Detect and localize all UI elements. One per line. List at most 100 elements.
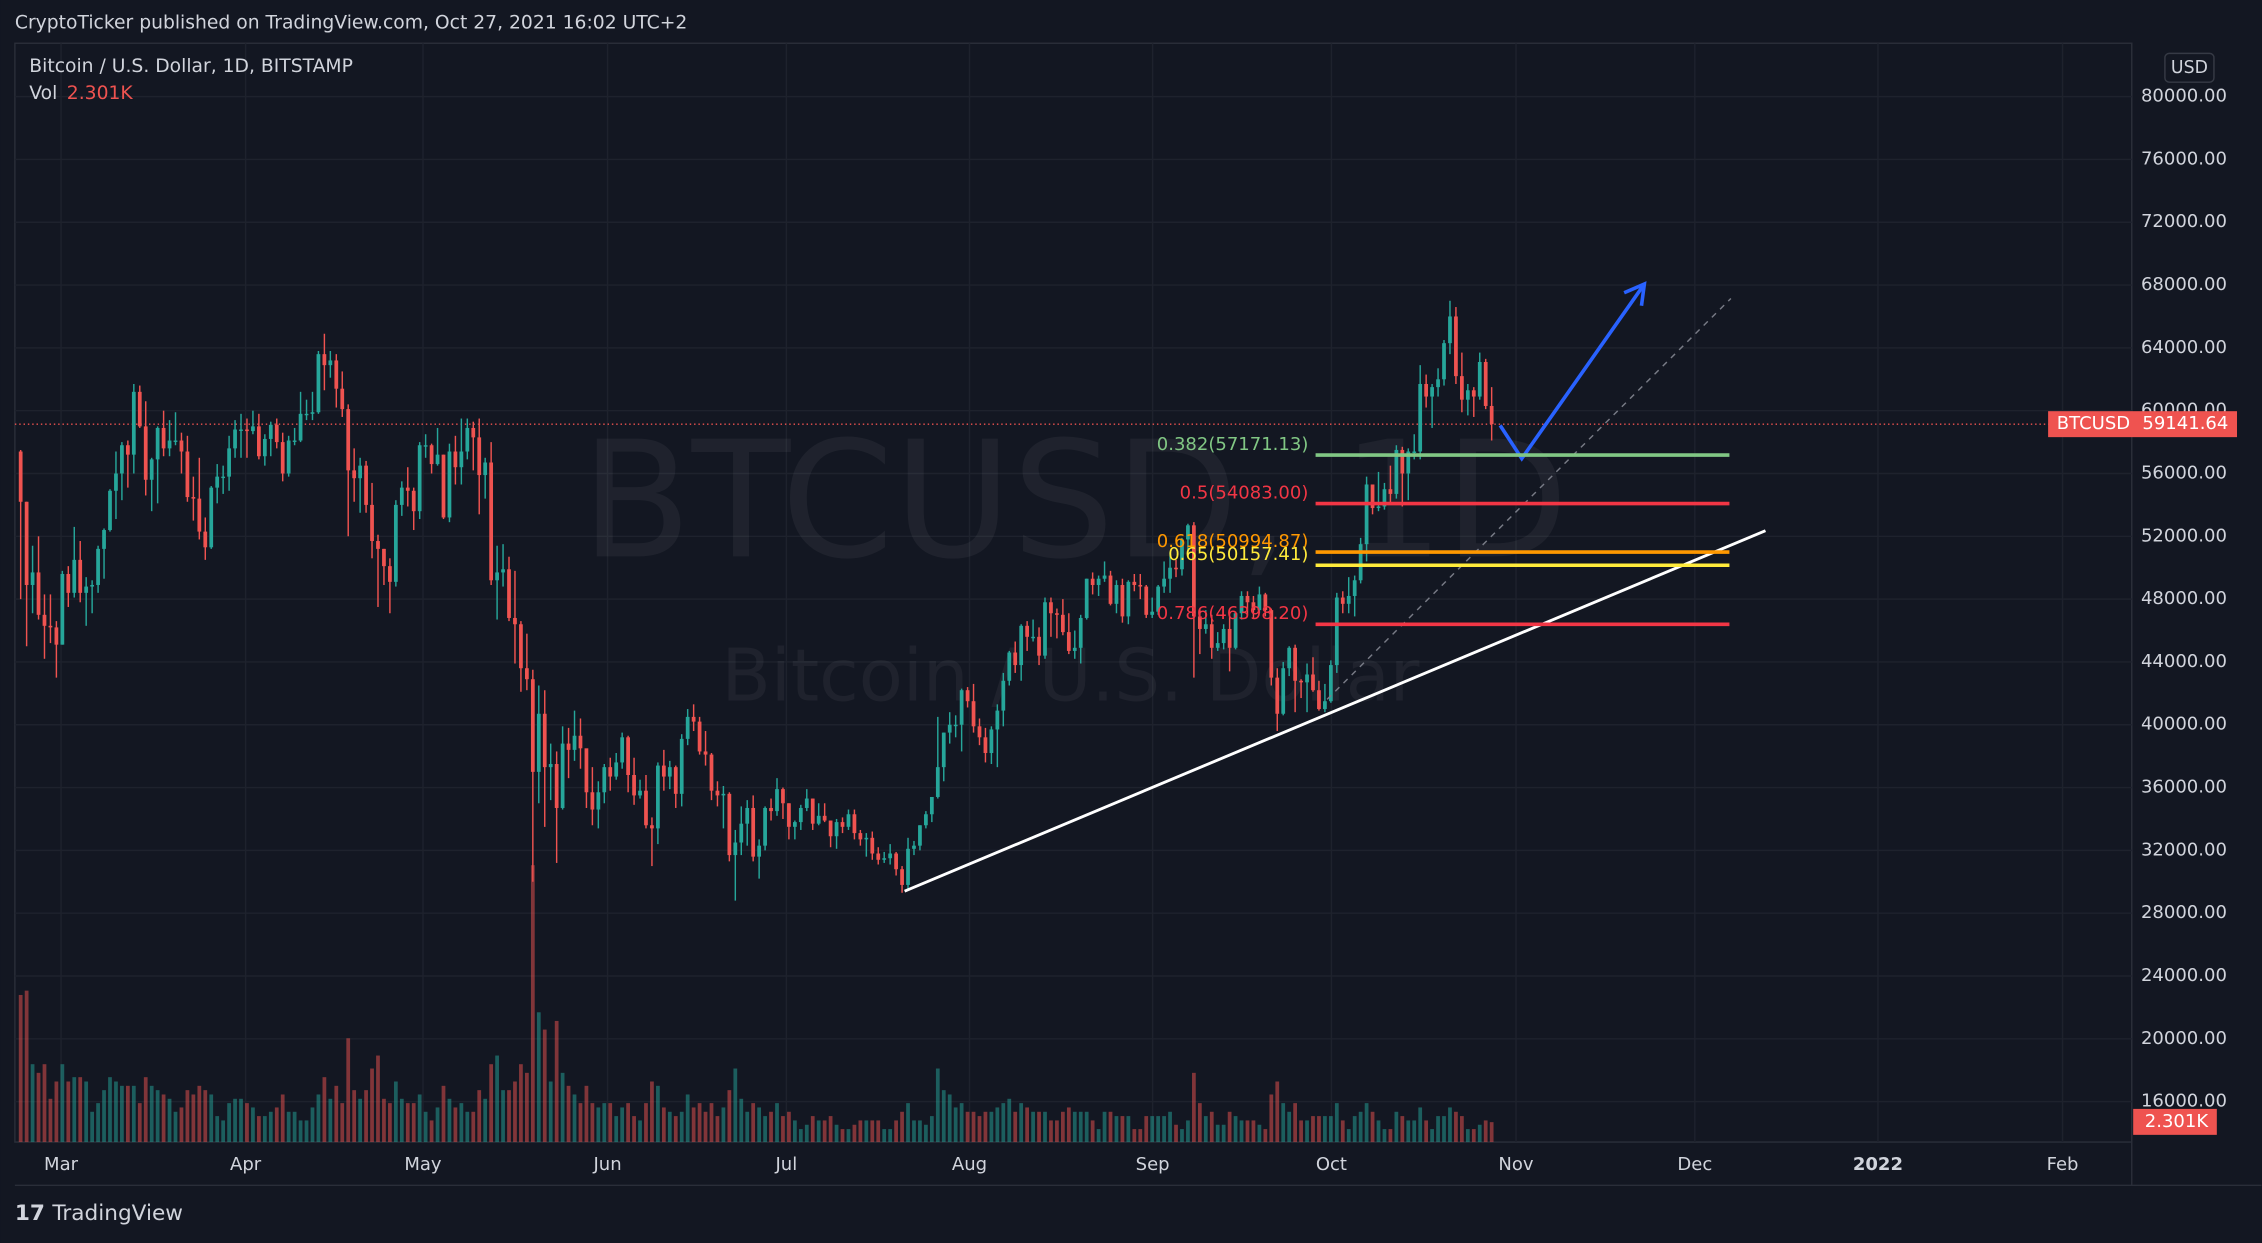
currency-box[interactable]: [2164, 52, 2215, 83]
candle-body: [1436, 379, 1440, 388]
candle-body: [644, 790, 648, 826]
candle-body: [1465, 390, 1470, 400]
candle-body: [173, 440, 178, 442]
volume-bar: [1400, 1116, 1405, 1143]
candle-body: [257, 426, 261, 457]
volume-bar: [763, 1116, 767, 1143]
volume-bar: [393, 1081, 398, 1143]
volume-bar: [483, 1098, 488, 1143]
candle-body: [393, 504, 398, 582]
candle-body: [447, 451, 452, 518]
candle-body: [679, 738, 684, 794]
volume-bar: [441, 1085, 446, 1143]
volume-bar: [590, 1103, 595, 1143]
volume-bar: [644, 1103, 648, 1143]
y-tick-label: 48000.00: [2141, 588, 2227, 609]
volume-bar: [1197, 1103, 1202, 1143]
volume-bar: [1209, 1111, 1214, 1143]
candle-body: [691, 716, 696, 722]
volume-bar: [632, 1116, 636, 1143]
candle-body: [114, 473, 118, 491]
volume-bar: [888, 1129, 893, 1143]
candle-body: [1156, 586, 1161, 612]
candle-body: [1162, 578, 1166, 587]
volume-bar: [1442, 1116, 1446, 1143]
candle-body: [233, 429, 237, 449]
currency-label[interactable]: USD: [2171, 58, 2208, 78]
y-tick-label: 32000.00: [2141, 839, 2227, 860]
volume-bar: [906, 1103, 910, 1143]
volume-bar: [96, 1103, 100, 1143]
candle-body: [310, 412, 315, 414]
volume-bar: [822, 1120, 827, 1143]
volume-bar: [90, 1111, 95, 1143]
candle-body: [143, 426, 148, 480]
volume-bar: [745, 1111, 750, 1143]
candle-body: [203, 531, 208, 548]
candle-body: [882, 858, 887, 860]
candle-body: [1460, 376, 1464, 400]
volume-bar: [179, 1107, 184, 1143]
volume-bar: [370, 1068, 374, 1143]
candle-body: [1376, 506, 1381, 509]
candle-body: [1323, 701, 1327, 710]
candle-body: [1275, 677, 1280, 714]
price-axis: 16000.00 20000.00 24000.00 28000.00 32000.00…: [2141, 86, 2227, 1112]
volume-bar: [1126, 1116, 1131, 1143]
price-tags: BTCUSD 59141.64 2.301K: [2048, 411, 2238, 1135]
volume-bar: [912, 1120, 916, 1143]
volume-bar: [42, 1064, 47, 1143]
candle-body: [268, 424, 273, 439]
volume-bar: [1078, 1111, 1083, 1143]
candle-body: [1328, 665, 1333, 702]
candle-body: [1442, 343, 1446, 380]
candle-body: [507, 569, 511, 618]
candle-body: [1072, 647, 1077, 651]
volume-bar: [1293, 1103, 1298, 1143]
candle-body: [1370, 484, 1375, 509]
volume-bar: [382, 1098, 386, 1143]
volume-bar: [197, 1085, 202, 1143]
volume-bar: [1060, 1111, 1065, 1143]
candle-body: [995, 710, 1000, 730]
volume-tag-value: 2.301K: [2145, 1111, 2210, 1132]
volume-bar: [620, 1107, 625, 1143]
volume-bar: [638, 1120, 642, 1143]
volume-bar: [209, 1094, 214, 1143]
volume-bar: [501, 1090, 505, 1143]
volume-bar: [572, 1094, 577, 1143]
volume-bar: [1364, 1103, 1369, 1143]
candle-body: [72, 559, 77, 593]
candle-body: [239, 429, 243, 431]
candle-body: [131, 391, 136, 455]
volume-bar: [1311, 1116, 1315, 1143]
volume-bar: [679, 1111, 684, 1143]
candle-body: [66, 573, 71, 593]
legend-title: Bitcoin / U.S. Dollar, 1D, BITSTAMP: [29, 56, 353, 77]
volume-bar: [1477, 1124, 1482, 1143]
grid: [14, 43, 2132, 1143]
volume-bar: [239, 1098, 243, 1143]
volume-bar: [1424, 1120, 1429, 1143]
volume-bar: [36, 1072, 41, 1143]
candle-body: [1055, 613, 1059, 615]
candle-body: [536, 713, 541, 772]
candle-body: [483, 462, 488, 476]
candle-body: [703, 751, 708, 755]
candle-body: [900, 869, 904, 885]
candle-body: [888, 853, 893, 859]
volume-bar: [1251, 1120, 1256, 1143]
candle-body: [328, 360, 333, 366]
candle-body: [423, 445, 428, 447]
candle-body: [120, 445, 124, 474]
candle-body: [1001, 680, 1006, 711]
volume-bar: [1239, 1120, 1244, 1143]
x-tick-label: Jun: [592, 1154, 621, 1175]
y-tick-label: 28000.00: [2141, 902, 2227, 923]
volume-bar: [1483, 1120, 1488, 1143]
candle-body: [924, 814, 928, 826]
candle-body: [816, 815, 821, 824]
volume-bar: [1108, 1111, 1113, 1143]
volume-bar: [596, 1107, 601, 1143]
volume-bar: [1299, 1120, 1303, 1143]
